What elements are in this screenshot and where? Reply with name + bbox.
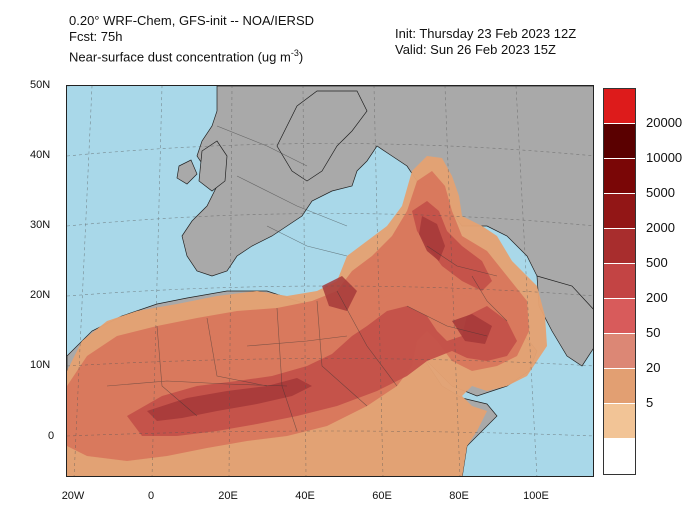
colorbar-swatch: [604, 439, 635, 474]
lon-label-80e: 80E: [449, 490, 469, 502]
colorbar-label: 20000: [646, 115, 683, 130]
land-ireland: [176, 159, 198, 185]
colorbar-swatch: [604, 299, 635, 334]
colorbar-label: 20: [646, 360, 661, 375]
colorbar-label: 500: [646, 255, 668, 270]
dust-map: [66, 85, 594, 477]
lat-label-30n: 30N: [30, 219, 51, 231]
lon-label-60e: 60E: [372, 490, 392, 502]
lat-label-50n: 50N: [30, 79, 51, 91]
lat-label-20n: 20N: [30, 289, 51, 301]
colorbar-label: 5000: [646, 185, 675, 200]
graticule: [67, 86, 593, 476]
colorbar: [603, 88, 636, 475]
colorbar-swatch: [604, 264, 635, 299]
colorbar-label: 5: [646, 395, 654, 410]
forecast-hour: Fcst: 75h: [69, 29, 123, 44]
colorbar-label: 200: [646, 290, 668, 305]
init-time: Init: Thursday 23 Feb 2023 12Z: [395, 26, 577, 41]
colorbar-swatch: [604, 194, 635, 229]
colorbar-swatch: [604, 89, 635, 124]
lon-label-20e: 20E: [218, 490, 238, 502]
lon-label-20w: 20W: [61, 490, 85, 502]
land-scandinavia: [276, 90, 368, 182]
valid-time: Valid: Sun 26 Feb 2023 15Z: [395, 42, 556, 57]
lon-label-100e: 100E: [523, 490, 549, 502]
colorbar-label: 50: [646, 325, 661, 340]
dust-peak-mediterranean: [322, 276, 357, 311]
colorbar-swatch: [604, 334, 635, 369]
dust-peak-gulf: [452, 314, 492, 344]
colorbar-swatch: [604, 124, 635, 159]
colorbar-swatch: [604, 369, 635, 404]
land-british-isles: [198, 140, 228, 192]
colorbar-swatch: [604, 229, 635, 264]
lat-label-10n: 10N: [30, 359, 51, 371]
model-title: 0.20° WRF-Chem, GFS-init -- NOA/IERSD: [69, 13, 315, 28]
map-header-right: Init: Thursday 23 Feb 2023 12Z Valid: Su…: [395, 26, 576, 58]
map-header-left: 0.20° WRF-Chem, GFS-init -- NOA/IERSD Fc…: [69, 13, 314, 65]
lat-label-40n: 40N: [30, 149, 51, 161]
colorbar-label: 10000: [646, 150, 683, 165]
country-borders: [106, 125, 508, 432]
lat-label-0: 0: [48, 430, 55, 442]
lon-label-0: 0: [147, 490, 155, 502]
colorbar-swatch: [604, 404, 635, 439]
variable-title: Near-surface dust concentration (ug m-3): [69, 48, 304, 65]
colorbar-label: 2000: [646, 220, 675, 235]
dust-plume-mid: [67, 171, 529, 461]
dust-peak-caspian: [419, 216, 445, 261]
colorbar-swatch: [604, 159, 635, 194]
map-canvas: [67, 86, 593, 476]
lon-label-40e: 40E: [295, 490, 315, 502]
